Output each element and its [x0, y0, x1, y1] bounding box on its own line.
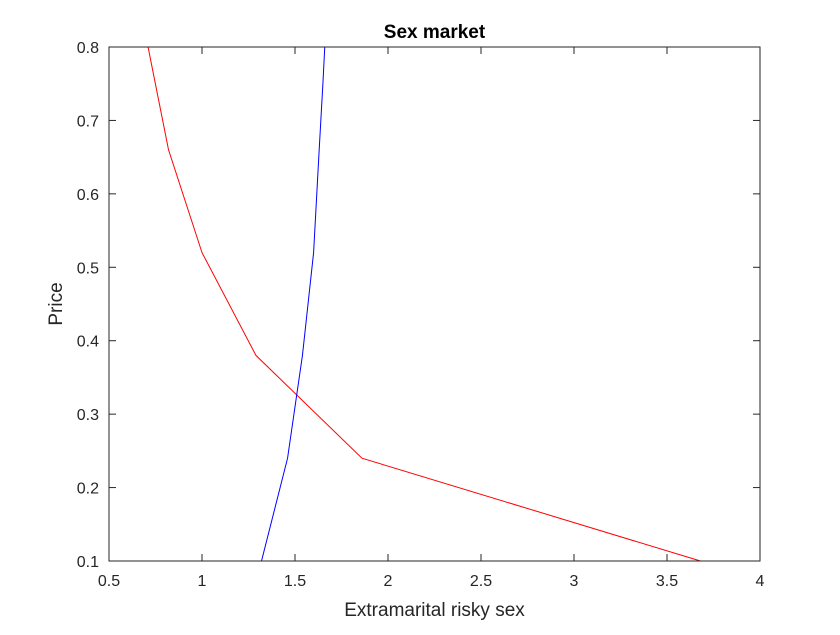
- x-tick-label: 1: [198, 573, 207, 590]
- y-tick-label: 0.5: [77, 260, 99, 277]
- y-tick-label: 0.7: [77, 113, 99, 130]
- x-tick-label: 1.5: [284, 573, 306, 590]
- x-tick-label: 4: [756, 573, 765, 590]
- y-tick-label: 0.6: [77, 187, 99, 204]
- y-axis: 0.1 0.2 0.3 0.4 0.5 0.6 0.7 0.8: [77, 40, 760, 571]
- x-tick-label: 2: [384, 573, 393, 590]
- x-tick-label: 0.5: [98, 573, 120, 590]
- y-tick-label: 0.3: [77, 407, 99, 424]
- supply-curve-blue: [261, 46, 326, 562]
- y-axis-label: Price: [46, 282, 67, 325]
- x-tick-label: 3.5: [656, 573, 678, 590]
- x-axis: 0.5 1 1.5 2 2.5 3 3.5 4: [98, 47, 765, 590]
- x-tick-label: 2.5: [470, 573, 492, 590]
- y-tick-label: 0.1: [77, 554, 99, 571]
- y-tick-label: 0.2: [77, 481, 99, 498]
- plot-frame: [108, 46, 761, 562]
- y-tick-label: 0.8: [77, 40, 99, 57]
- x-tick-label: 3: [570, 573, 579, 590]
- series-group: [147, 46, 701, 562]
- y-tick-label: 0.4: [77, 334, 99, 351]
- demand-curve-red: [147, 46, 701, 562]
- chart-title: Sex market: [384, 22, 486, 43]
- x-axis-label: Extramarital risky sex: [344, 600, 525, 621]
